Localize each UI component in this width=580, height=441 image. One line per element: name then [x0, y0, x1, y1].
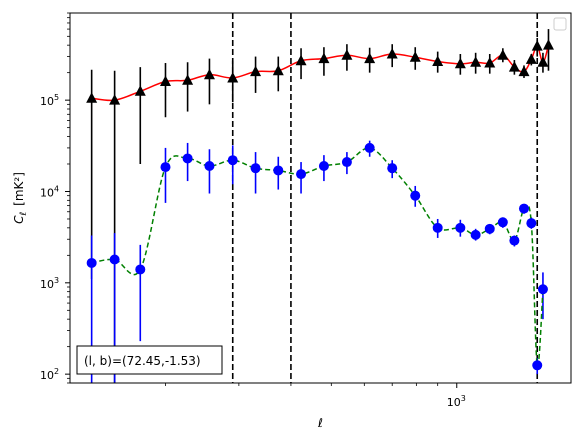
data-point-triangle — [518, 65, 530, 77]
vertical-lines — [231, 13, 539, 383]
data-point-triangle — [134, 85, 146, 96]
data-point-circle — [497, 217, 508, 228]
data-point-circle — [364, 142, 375, 153]
data-point-circle — [318, 161, 329, 172]
y-axis-label-unit: [mK²] — [12, 172, 26, 206]
data-point-triangle — [109, 94, 121, 105]
data-point-triangle — [318, 52, 330, 64]
data-point-circle — [484, 223, 495, 234]
data-point-circle — [341, 157, 352, 168]
data-point-triangle — [295, 54, 307, 66]
data-point-circle — [296, 169, 307, 180]
y-tick-label: 103 — [40, 276, 59, 291]
data-point-triangle — [203, 68, 215, 80]
data-point-circle — [182, 153, 193, 164]
data-point-triangle — [272, 64, 284, 76]
data-point-triangle — [470, 56, 482, 67]
data-point-triangle — [341, 49, 353, 60]
y-tick-label: 102 — [40, 367, 59, 382]
data-point-triangle — [386, 48, 398, 59]
annotation-text: (l, b)=(72.45,-1.53) — [84, 354, 201, 368]
data-point-triangle — [454, 57, 466, 69]
data-point-triangle — [497, 49, 509, 60]
svg-text:Cℓ[mK²]: Cℓ [mK²] — [12, 172, 29, 224]
data-point-circle — [526, 218, 537, 229]
y-tick-label: 105 — [40, 93, 59, 108]
data-point-circle — [160, 162, 171, 173]
plot-area — [70, 13, 571, 383]
data-point-circle — [537, 284, 548, 295]
data-point-circle — [410, 190, 421, 201]
data-point-triangle — [86, 92, 98, 103]
y-tick-label: 104 — [40, 184, 59, 199]
data-point-triangle — [409, 51, 421, 62]
y-axis-label: Cℓ [mK²] — [12, 172, 29, 224]
data-point-triangle — [182, 74, 194, 85]
data-point-triangle — [531, 40, 543, 51]
series-circle — [86, 140, 548, 383]
data-point-circle — [509, 235, 520, 246]
data-point-circle — [518, 203, 529, 214]
data-point-triangle — [364, 52, 376, 64]
data-point-triangle — [508, 61, 520, 72]
data-point-circle — [455, 222, 466, 233]
data-point-triangle — [542, 39, 554, 50]
data-point-circle — [250, 163, 261, 174]
y-axis-label-subscript: ℓ — [19, 212, 29, 217]
data-point-triangle — [484, 57, 496, 68]
series-layer — [86, 29, 554, 383]
data-point-triangle — [159, 75, 171, 87]
data-point-circle — [135, 264, 146, 275]
data-point-circle — [204, 161, 215, 172]
data-point-circle — [532, 360, 543, 371]
data-point-circle — [470, 229, 481, 240]
data-point-circle — [432, 222, 443, 233]
plot-frame — [69, 12, 572, 384]
data-point-triangle — [227, 71, 239, 83]
data-point-triangle — [537, 56, 549, 67]
data-point-circle — [273, 165, 284, 176]
data-point-circle — [109, 254, 120, 265]
x-axis-label: ℓ — [317, 416, 323, 430]
y-axis-label-symbol: C — [12, 215, 26, 224]
data-point-circle — [387, 163, 398, 174]
data-point-circle — [227, 155, 238, 166]
x-tick-label: 103 — [447, 394, 466, 409]
data-point-triangle — [432, 55, 444, 66]
data-point-triangle — [525, 53, 537, 64]
data-point-triangle — [250, 65, 262, 77]
legend-box — [553, 17, 567, 31]
data-point-circle — [86, 257, 97, 268]
annotation-box: (l, b)=(72.45,-1.53) — [76, 345, 223, 375]
